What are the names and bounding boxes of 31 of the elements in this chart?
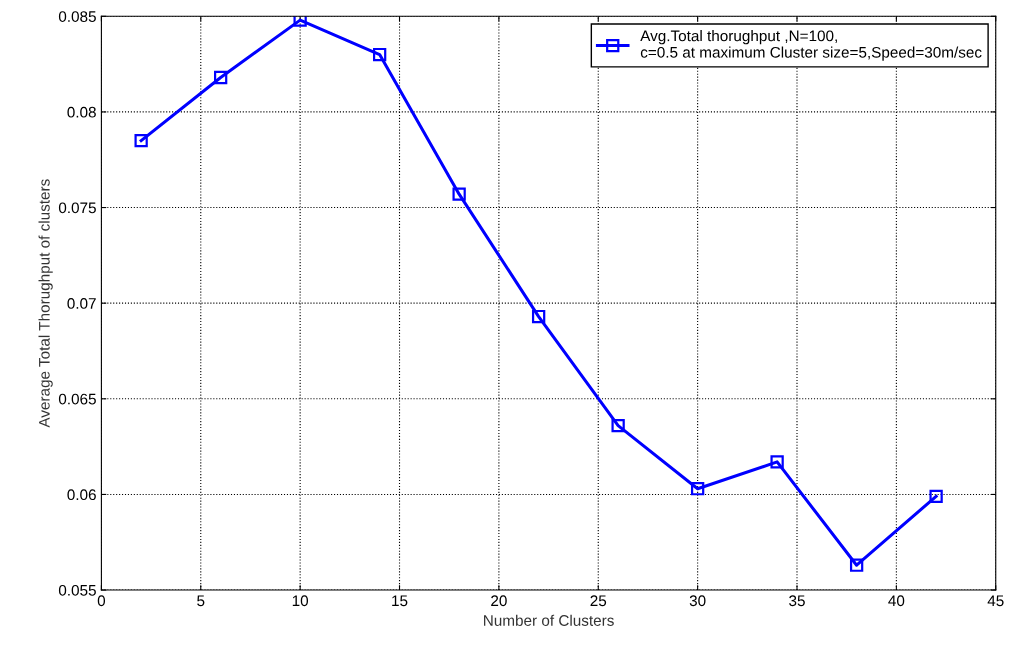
y-tick-label: 0.075 (58, 202, 96, 214)
legend-label: Avg.Total thorughput ,N=100, c=0.5 at maximum Cluster size=5,Speed=30m/sec (640, 30, 982, 61)
x-tick-label: 10 (292, 595, 309, 607)
point (213, 70, 228, 85)
point (690, 482, 705, 496)
y-tick-label: 0.065 (58, 393, 96, 405)
point (452, 187, 466, 201)
x-tick-label: 40 (888, 595, 905, 607)
x-tick-label: 0 (97, 595, 106, 607)
y-tick-label: 0.08 (67, 106, 96, 118)
point (372, 47, 387, 62)
y-tick-label: 0.06 (67, 489, 96, 501)
x-tick-label: 30 (689, 595, 706, 607)
x-tick-label: 25 (590, 595, 607, 607)
point (929, 489, 943, 504)
x-tick-label: 15 (392, 595, 408, 607)
x-axis-title: Number of Clusters (484, 614, 614, 626)
point (849, 558, 864, 572)
y-tick-label: 0.055 (58, 584, 96, 596)
x-tick-label: 5 (197, 595, 205, 607)
y-axis-title: Average Total Thorughput of clusters (38, 179, 53, 428)
y-tick-label: 0.07 (67, 298, 96, 309)
y-tick-label: 0.085 (58, 11, 96, 22)
x-tick-label: 45 (987, 595, 1004, 607)
point (531, 309, 546, 324)
point (293, 16, 307, 27)
point (770, 455, 784, 469)
x-tick-label: 20 (491, 595, 507, 607)
point (134, 133, 148, 148)
point (611, 418, 625, 433)
x-tick-label: 35 (789, 595, 805, 607)
